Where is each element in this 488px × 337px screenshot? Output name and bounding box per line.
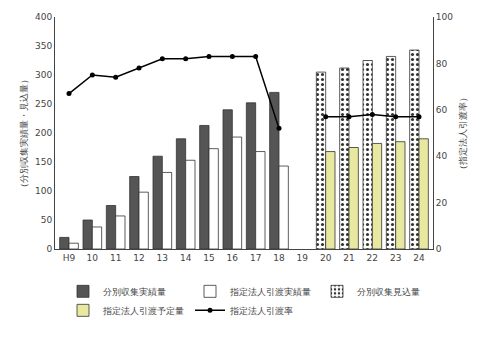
svg-text:24: 24 [413, 253, 425, 263]
svg-text:40: 40 [436, 151, 448, 161]
svg-text:12: 12 [133, 253, 144, 263]
svg-text:11: 11 [110, 253, 121, 263]
svg-text:指定法人引渡率: 指定法人引渡率 [229, 306, 293, 316]
svg-text:分別収集実績量: 分別収集実績量 [103, 287, 166, 297]
svg-text:150: 150 [35, 157, 52, 167]
svg-text:21: 21 [343, 253, 354, 263]
svg-text:50: 50 [41, 215, 53, 225]
svg-text:350: 350 [35, 41, 52, 51]
svg-text:（指定法人引渡率）: （指定法人引渡率） [458, 93, 468, 174]
svg-text:23: 23 [390, 253, 401, 263]
svg-text:20: 20 [320, 253, 332, 263]
svg-text:20: 20 [436, 198, 448, 208]
svg-text:0: 0 [436, 244, 442, 254]
svg-text:250: 250 [35, 99, 52, 109]
svg-text:分別収集見込量: 分別収集見込量 [357, 287, 420, 297]
svg-text:13: 13 [157, 253, 168, 263]
svg-text:22: 22 [367, 253, 378, 263]
svg-text:80: 80 [436, 59, 448, 69]
svg-text:H9: H9 [63, 253, 76, 263]
svg-text:300: 300 [35, 70, 52, 80]
svg-text:17: 17 [250, 253, 261, 263]
svg-text:0: 0 [46, 244, 52, 254]
svg-text:100: 100 [35, 186, 52, 196]
svg-text:指定法人引渡実績量: 指定法人引渡実績量 [229, 287, 311, 297]
svg-text:200: 200 [35, 128, 52, 138]
svg-text:（分別収集実績量・見込量）: （分別収集実績量・見込量） [19, 75, 29, 192]
svg-text:100: 100 [436, 12, 453, 22]
svg-text:15: 15 [203, 253, 214, 263]
svg-text:19: 19 [297, 253, 309, 263]
svg-text:18: 18 [273, 253, 285, 263]
svg-text:400: 400 [35, 12, 52, 22]
svg-text:14: 14 [180, 253, 192, 263]
svg-text:16: 16 [227, 253, 239, 263]
svg-text:指定法人引渡予定量: 指定法人引渡予定量 [102, 306, 184, 316]
svg-text:10: 10 [87, 253, 99, 263]
svg-text:60: 60 [436, 105, 448, 115]
